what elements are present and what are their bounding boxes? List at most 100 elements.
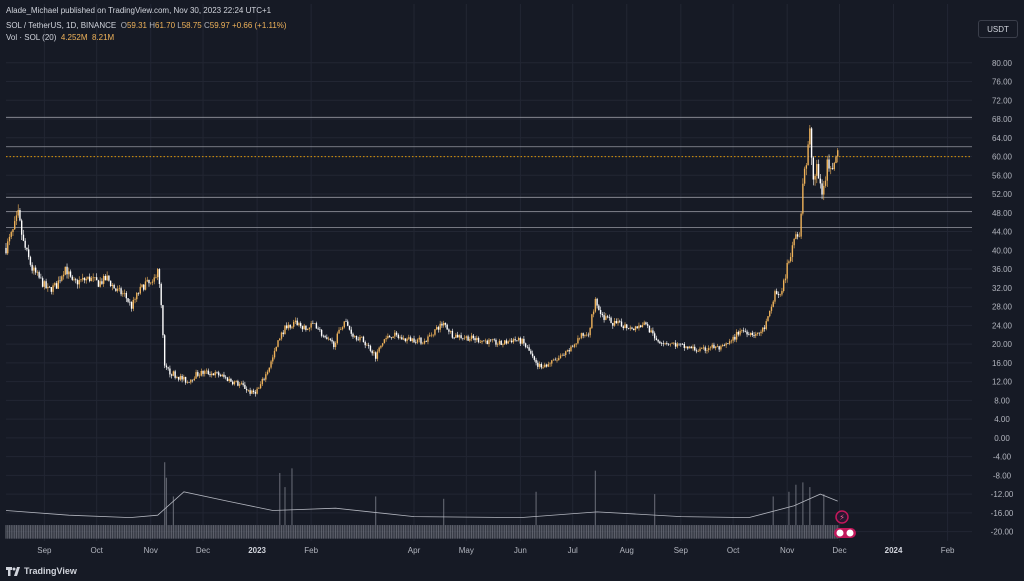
candle-body	[381, 343, 384, 346]
candle-body	[500, 340, 502, 345]
candle-body	[286, 325, 288, 329]
candle-body	[109, 280, 112, 286]
candle-body	[15, 215, 18, 222]
volume-bar	[657, 525, 659, 539]
volume-bar	[493, 525, 495, 539]
volume-bar	[713, 525, 715, 539]
candle-body	[388, 336, 391, 338]
candle-body	[76, 280, 79, 285]
candle-body	[299, 323, 302, 327]
candle-body	[38, 272, 40, 278]
candle-body	[458, 335, 461, 338]
candle-body	[298, 323, 300, 326]
candle-body	[565, 351, 567, 356]
volume-bar	[786, 525, 788, 539]
volume-bar	[300, 525, 302, 539]
price-axis[interactable]: 80.00 76.00 72.00 68.00 64.00 60.00 56.00 52.00…	[972, 0, 1024, 561]
currency-button[interactable]: USDT	[978, 20, 1018, 38]
volume-bar	[242, 525, 244, 539]
volume-bar	[130, 525, 133, 539]
volume-bar	[148, 525, 150, 539]
volume-bar	[308, 525, 311, 539]
volume-bar	[55, 525, 58, 539]
symbol-title[interactable]: SOL / TetherUS, 1D, BINANCE	[6, 21, 117, 30]
candle-body	[371, 350, 373, 354]
volume-bar	[83, 525, 86, 539]
candle-body	[788, 261, 790, 263]
volume-bar	[826, 525, 828, 539]
candle-body	[540, 363, 543, 368]
candle-body	[791, 245, 794, 258]
volume-bar	[545, 525, 548, 539]
volume-bar	[584, 525, 586, 539]
candle-body	[810, 128, 813, 158]
volume-bar	[470, 525, 473, 539]
horizontal-levels[interactable]: 68.3662.0851.3048.3144.8359.9702:35:10	[6, 112, 1016, 233]
volume-bar	[209, 525, 211, 539]
candle-body	[620, 321, 623, 327]
candle-body	[146, 279, 148, 282]
flash-event-icon[interactable]	[835, 510, 849, 524]
candle-body	[50, 287, 53, 292]
candle-body	[603, 315, 605, 320]
volume-bar	[296, 525, 298, 539]
volume-bar	[141, 525, 143, 539]
candle-body	[615, 320, 617, 324]
volume-ma-value: 8.21M	[91, 33, 115, 42]
volume-bar	[458, 525, 460, 539]
volume-bar	[753, 525, 755, 539]
candle-body	[293, 322, 295, 327]
volume-bar	[113, 525, 115, 539]
candle-body	[434, 329, 436, 335]
volume-bar	[627, 525, 630, 539]
candle-body	[420, 337, 422, 344]
x-tick-label: Feb	[941, 546, 955, 555]
candle-body	[646, 324, 649, 326]
candle-body	[333, 341, 335, 348]
candle-body	[713, 344, 715, 349]
candle-body	[270, 361, 272, 368]
volume-bar	[273, 525, 276, 539]
volume-bar	[652, 525, 654, 539]
volume-bar	[469, 525, 471, 539]
x-tick-label: Dec	[832, 546, 846, 555]
candle-body	[626, 324, 628, 328]
tradingview-brand[interactable]: TradingView	[24, 566, 77, 576]
candle-body	[68, 271, 70, 275]
volume-bar	[251, 525, 253, 539]
candle-body	[692, 346, 694, 349]
candle-body	[163, 335, 166, 366]
time-axis[interactable]: Sep Oct Nov Dec 2023 Feb Apr May Jun Jul Aug Sep Oct…	[37, 546, 955, 555]
volume-bar	[531, 525, 534, 539]
event-markers[interactable]: ⚡	[834, 510, 856, 538]
volume-bar	[333, 525, 335, 539]
volume-legend[interactable]: Vol · SOL (20) 4.252M 8.21M	[6, 33, 114, 42]
candle-body	[544, 364, 546, 368]
volume-bar	[364, 525, 366, 539]
volume-bar	[554, 525, 556, 539]
volume-bar	[139, 525, 141, 539]
candle-body	[465, 336, 468, 338]
volume-title[interactable]: Vol · SOL (20)	[6, 33, 57, 42]
volume-bar	[395, 525, 398, 539]
volume-bar	[521, 525, 523, 539]
volume-bar	[235, 525, 237, 539]
candle-body	[720, 346, 722, 350]
candle-body	[605, 316, 607, 320]
candle-body	[418, 337, 420, 340]
volume-bar	[434, 525, 436, 539]
candle-body	[144, 281, 147, 290]
symbol-legend[interactable]: SOL / TetherUS, 1D, BINANCE O59.31 H61.7…	[6, 21, 287, 30]
volume-bar	[279, 473, 281, 539]
candle-body	[704, 347, 706, 351]
tradingview-logo-icon[interactable]	[6, 566, 20, 576]
candle-body	[779, 294, 781, 296]
candle-body	[594, 298, 597, 312]
candle-body	[528, 347, 530, 351]
volume-bar	[348, 525, 351, 539]
candle-body	[683, 343, 685, 348]
candle-body	[225, 376, 227, 378]
candle-body	[184, 376, 187, 383]
candle-body	[408, 337, 410, 339]
